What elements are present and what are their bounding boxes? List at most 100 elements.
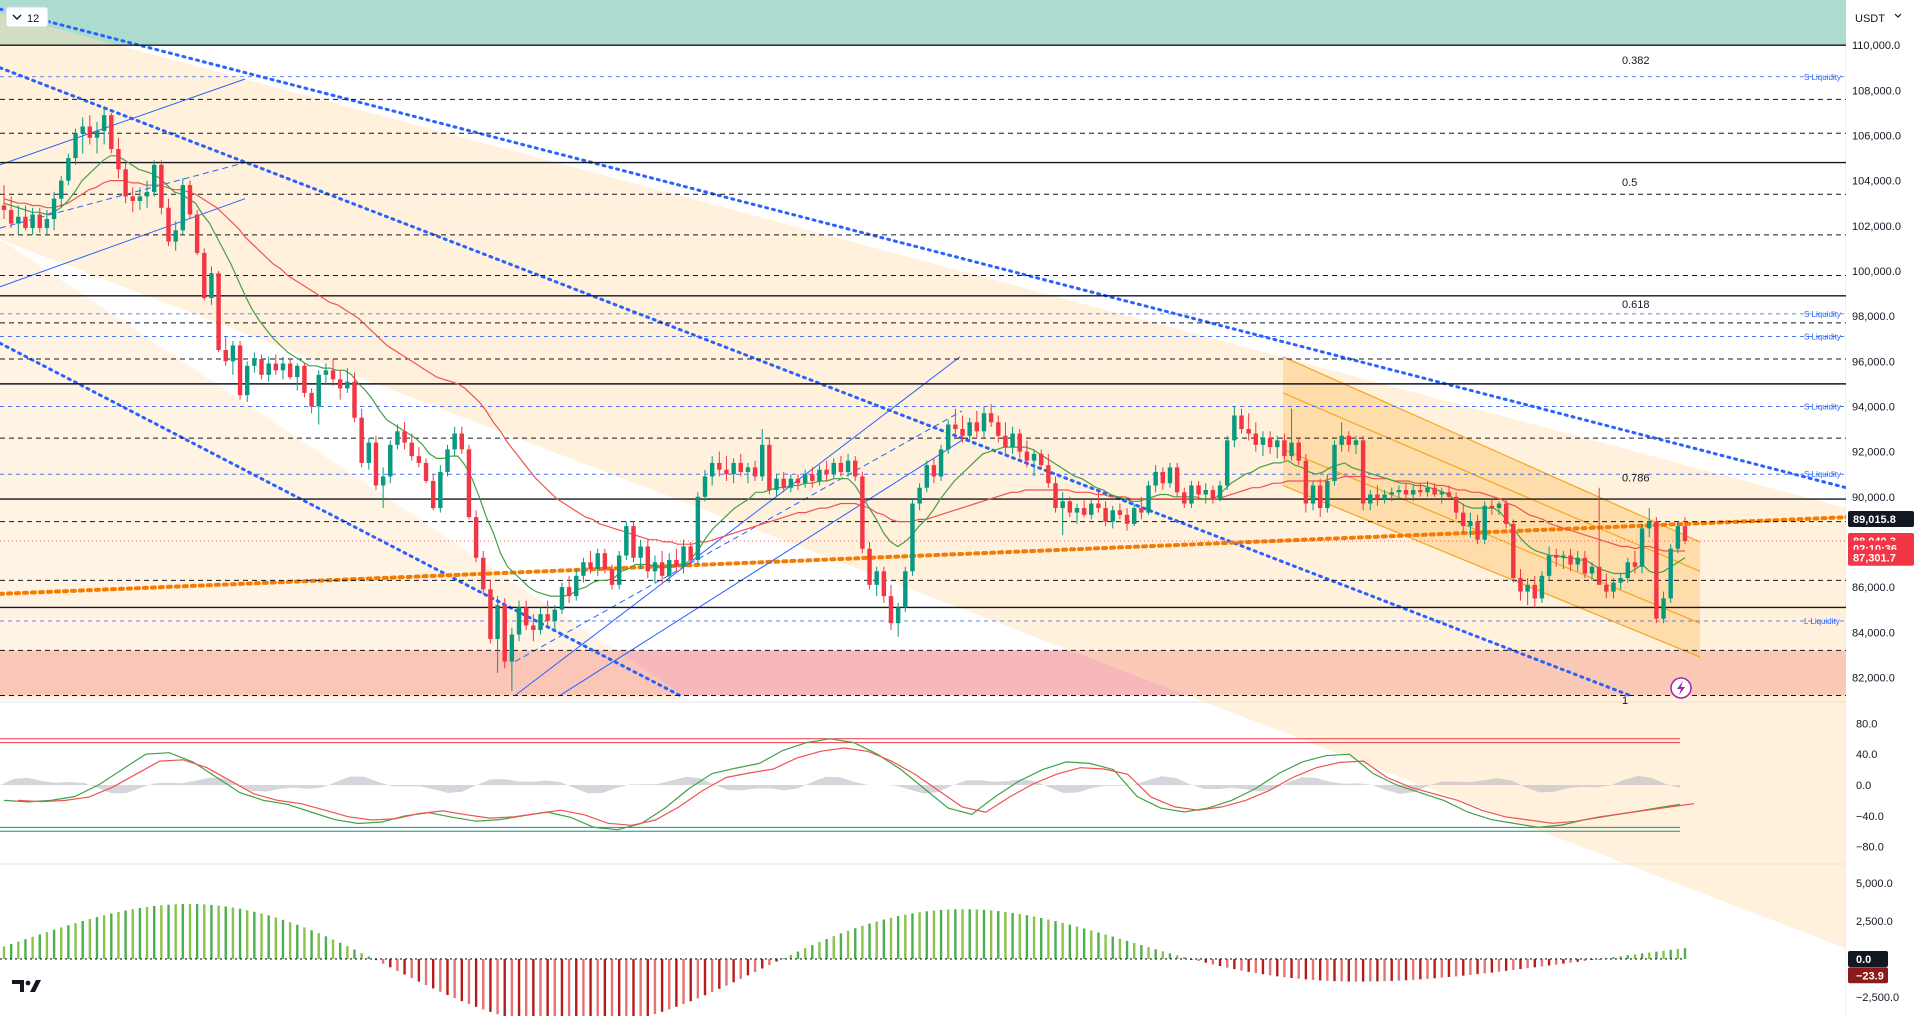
liquidity-label: S Liquidity [1804,73,1841,82]
macd-bar [353,949,356,959]
oscillator-cloud [0,775,1680,794]
price-tag-label: 87,301.7 [1853,553,1896,565]
collapse-button[interactable]: 12 [5,6,49,28]
channel-line [1282,448,1701,624]
tradingview-logo[interactable] [12,980,41,992]
candle [688,541,693,565]
candle [295,363,300,391]
candle-body [1046,465,1051,484]
candle [1561,550,1566,570]
macd-bar [696,958,700,999]
candle-body [123,169,128,197]
macd-bar [167,904,170,959]
candle [116,137,121,179]
macd-bar [1390,958,1393,981]
macd-bar [1354,958,1358,982]
candle-body [80,126,85,134]
candle-body [1146,485,1151,513]
candle [1060,492,1065,536]
candle-body [209,273,214,299]
macd-bar [1261,958,1265,975]
macd-bar [174,904,177,959]
currency-selector[interactable]: USDT [1855,13,1902,25]
candle-body [595,553,600,570]
candle [488,580,493,644]
candle [359,408,364,468]
macd-bar [246,910,249,959]
lightning-button[interactable] [1670,677,1692,699]
candle [1675,521,1681,554]
candle-body [1103,508,1108,522]
candle-body [988,413,994,423]
macd-bar [1512,958,1515,970]
macd-bar [210,904,213,959]
rising-channel-mid [514,410,963,663]
candle-body [609,569,615,585]
candle [109,112,114,154]
macd-bar [1383,958,1386,982]
candle-body [1246,429,1251,434]
candle [1053,476,1058,513]
candle-body [359,417,364,463]
macd-bar [31,936,34,959]
candle-body [1210,490,1216,500]
candle [94,121,100,154]
candle-body [810,474,815,481]
macd-bar [1333,958,1336,982]
candle-body [23,216,28,229]
candle-body [1389,492,1394,495]
macd-bar [1569,958,1572,963]
candle [259,354,264,380]
macd-bar [439,958,442,992]
candle [609,564,615,590]
macd-bar [496,958,499,1015]
macd-bar [1519,958,1522,970]
candle-body [702,476,708,497]
candle-body [523,607,529,626]
candle-body [373,442,379,486]
candle [1511,519,1516,583]
candle-body [1453,496,1459,513]
macd-bar [403,958,406,975]
macd-bar [417,958,421,982]
macd-bar [1655,951,1658,959]
candle [345,368,350,393]
candle [473,510,479,563]
candle [931,458,937,484]
candle [101,106,107,145]
candle-body [1038,453,1044,466]
candle-body [566,587,572,597]
candle [1668,544,1673,603]
macd-bar [1583,958,1587,961]
candle [1396,485,1402,500]
macd-bar [217,905,220,959]
candle-body [860,476,865,549]
candle [230,340,236,375]
candle [674,548,679,572]
candle [853,456,858,481]
candle-body [1253,433,1259,445]
candle-body [1461,512,1466,527]
macd-tick-label: −2,500.0 [1856,992,1899,1004]
candle-body [924,465,929,488]
macd-bar [1240,958,1243,971]
candle [216,270,221,353]
candle-body [1174,467,1180,493]
candle-body [1382,494,1387,500]
candle [1654,517,1659,624]
macd-bar [52,929,56,959]
candle-body [445,449,450,472]
macd-bar [746,958,750,976]
candle-body [402,431,407,443]
candle [953,408,958,439]
candle-body [1081,508,1087,515]
candle-body [824,469,829,475]
candle-body [588,562,593,570]
macd-bar [1504,958,1508,971]
candle-body [695,496,701,560]
candle-body [352,381,357,418]
candle-body [323,370,329,375]
candle [323,363,329,384]
candle [1289,408,1294,461]
macd-bar [110,913,113,959]
